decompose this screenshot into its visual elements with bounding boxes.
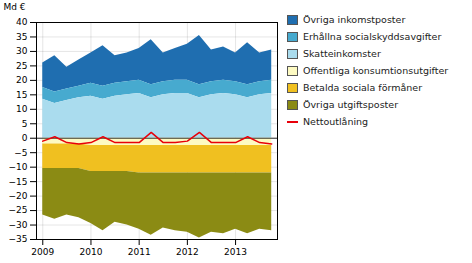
svg-text:20: 20 — [16, 75, 28, 85]
svg-text:−30: −30 — [9, 220, 28, 230]
svg-text:−15: −15 — [9, 177, 28, 187]
html-text:Betalda sociala förmåner: Betalda sociala förmåner — [303, 82, 423, 93]
svg-text:Md €: Md € — [4, 2, 26, 12]
svg-text:−5: −5 — [14, 148, 27, 158]
svg-text:25: 25 — [16, 61, 27, 71]
html-text:Övriga utgiftsposter: Övriga utgiftsposter — [303, 99, 399, 110]
svg-text:0: 0 — [22, 133, 28, 143]
svg-text:2010: 2010 — [80, 247, 103, 257]
html-text:Övriga inkomstposter: Övriga inkomstposter — [303, 14, 406, 25]
svg-text:10: 10 — [16, 104, 28, 114]
html-text:Skatteinkomster: Skatteinkomster — [303, 48, 381, 59]
svg-text:35: 35 — [16, 32, 27, 42]
html-text:Offentliga konsumtionsutgifter: Offentliga konsumtionsutgifter — [303, 65, 449, 76]
svg-text:−10: −10 — [9, 162, 28, 172]
svg-text:2009: 2009 — [31, 247, 54, 257]
svg-text:2012: 2012 — [176, 247, 199, 257]
svg-text:15: 15 — [16, 90, 27, 100]
html-text:Nettoutlåning: Nettoutlåning — [303, 116, 369, 127]
svg-text:−25: −25 — [9, 205, 28, 215]
svg-text:30: 30 — [16, 46, 28, 56]
html-text:Erhållna socialskyddsavgifter: Erhållna socialskyddsavgifter — [303, 31, 442, 42]
svg-text:2013: 2013 — [224, 247, 247, 257]
svg-text:5: 5 — [22, 119, 28, 129]
svg-text:2011: 2011 — [128, 247, 151, 257]
svg-text:−20: −20 — [9, 191, 28, 201]
svg-text:40: 40 — [16, 17, 28, 27]
svg-text:−35: −35 — [9, 234, 28, 244]
